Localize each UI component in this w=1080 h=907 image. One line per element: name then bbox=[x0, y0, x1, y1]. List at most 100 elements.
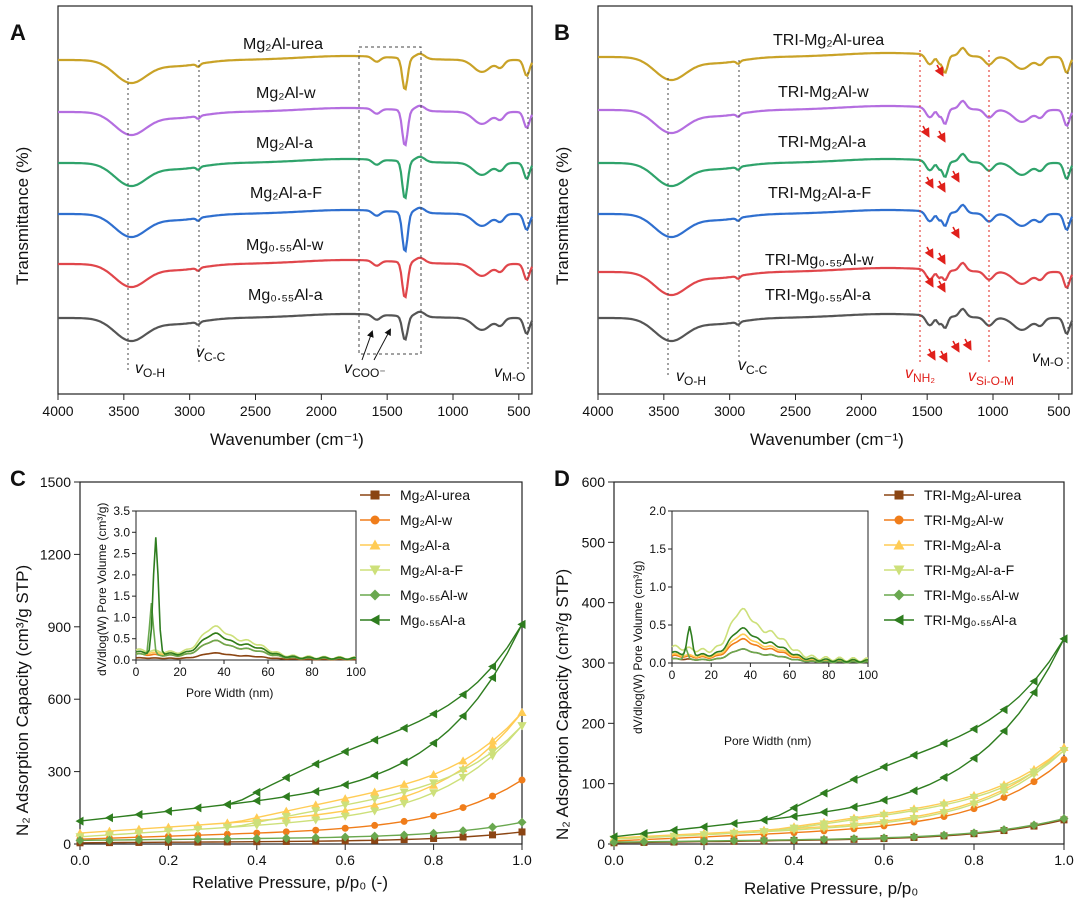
red-arrow bbox=[924, 246, 934, 259]
data-point bbox=[893, 589, 905, 601]
data-point bbox=[282, 828, 290, 836]
x-tick-label: 0.0 bbox=[604, 852, 624, 868]
data-point bbox=[669, 836, 679, 846]
ann-a-vcoo: vCOO⁻ bbox=[344, 360, 386, 380]
data-point bbox=[370, 735, 379, 745]
ann-b-voh: vO-H bbox=[676, 368, 706, 388]
inset-x-tick-label: 0 bbox=[133, 665, 140, 679]
data-point bbox=[163, 827, 173, 836]
data-point bbox=[999, 726, 1008, 736]
data-point bbox=[252, 787, 261, 797]
inset-y-tick-label: 1.5 bbox=[649, 542, 666, 556]
red-arrow bbox=[936, 180, 946, 193]
data-point bbox=[369, 589, 381, 601]
data-point bbox=[311, 833, 321, 843]
axis-d-x-title: Relative Pressure, p/p₀ bbox=[744, 879, 918, 898]
data-point bbox=[370, 800, 380, 809]
data-point bbox=[311, 807, 321, 816]
panel-a: A 4000 3500 3000 2500 2000 1500 1000 500 Mg₂Al-… bbox=[10, 5, 534, 449]
ann-b-vmo: vM-O bbox=[1032, 349, 1063, 369]
red-arrow bbox=[962, 338, 972, 351]
data-point bbox=[819, 824, 829, 833]
label-a-mga: Mg₀.₅₅Al-a bbox=[248, 287, 323, 304]
spectrum-line-aF bbox=[58, 206, 534, 253]
data-point bbox=[222, 834, 232, 844]
data-point bbox=[281, 792, 290, 802]
data-point bbox=[104, 835, 114, 845]
data-point bbox=[399, 779, 409, 788]
x-tick-label: 500 bbox=[507, 403, 531, 419]
panel-a-frame bbox=[57, 5, 533, 395]
data-point bbox=[999, 783, 1009, 792]
y-tick-label: 400 bbox=[582, 595, 606, 611]
data-point bbox=[399, 830, 409, 840]
data-point bbox=[849, 774, 858, 784]
data-point bbox=[893, 614, 904, 626]
data-point bbox=[939, 738, 948, 748]
data-point bbox=[939, 772, 948, 782]
y-tick-label: 100 bbox=[582, 776, 606, 792]
data-point bbox=[222, 799, 231, 809]
data-point bbox=[894, 490, 904, 500]
data-point bbox=[699, 836, 709, 846]
red-arrow bbox=[936, 252, 946, 265]
data-point bbox=[104, 813, 113, 823]
adsorption-line bbox=[613, 746, 1065, 839]
y-tick-label: 300 bbox=[582, 655, 606, 671]
panel-b-spectra bbox=[598, 46, 1074, 343]
data-point bbox=[370, 770, 379, 780]
data-point bbox=[517, 817, 527, 827]
spectrum-line-mga bbox=[58, 310, 534, 343]
data-point bbox=[281, 813, 291, 822]
data-point bbox=[999, 825, 1009, 835]
inset-d-y-title: dV/dlog(W) Pore Volume (cm³/g) bbox=[631, 561, 645, 734]
x-tick-label: 1.0 bbox=[1054, 852, 1074, 868]
data-point bbox=[1059, 814, 1069, 824]
data-point bbox=[849, 834, 859, 844]
data-point bbox=[253, 829, 261, 837]
data-point bbox=[488, 748, 498, 757]
nh2-arrow-markers bbox=[920, 64, 972, 363]
x-tick-label: 0.8 bbox=[964, 852, 984, 868]
data-point bbox=[341, 824, 349, 832]
data-point bbox=[252, 818, 262, 827]
data-point bbox=[312, 826, 320, 834]
red-arrow bbox=[936, 130, 946, 143]
data-point bbox=[311, 759, 320, 769]
ann-b-vnh2: vNH₂ bbox=[905, 365, 935, 385]
x-tick-label: 1500 bbox=[912, 403, 943, 419]
y-tick-label: 1500 bbox=[40, 474, 71, 490]
inset-x-tick-label: 0 bbox=[669, 668, 676, 682]
panel-b-x-ticks: 4000 3500 3000 2500 2000 1500 1000 500 bbox=[582, 394, 1071, 419]
inset-x-tick-label: 80 bbox=[822, 668, 836, 682]
red-arrow bbox=[938, 350, 948, 363]
data-point bbox=[430, 834, 438, 842]
y-tick-label: 300 bbox=[48, 764, 72, 780]
panel-b: B 4000 3500 3000 2500 2000 1500 1000 500 TRI-Mg… bbox=[553, 5, 1074, 449]
panel-c-inset: 0 20 40 60 80 100 0.0 0.5 1.0 1.5 2.0 2.5 3.0 3.5 bbox=[113, 504, 366, 679]
data-point bbox=[429, 828, 439, 838]
data-point bbox=[370, 490, 380, 500]
data-point bbox=[1060, 756, 1068, 764]
data-point bbox=[969, 724, 978, 734]
panel-c-inset-frame bbox=[135, 510, 357, 661]
label-a-urea: Mg₂Al-urea bbox=[243, 36, 323, 53]
adsorption-line bbox=[79, 831, 523, 844]
inset-psd-line bbox=[135, 537, 356, 661]
data-point bbox=[893, 539, 905, 550]
data-point bbox=[789, 803, 798, 813]
panel-a-x-ticks: 4000 3500 3000 2500 2000 1500 1000 500 bbox=[42, 394, 531, 419]
adsorption-line bbox=[79, 779, 523, 840]
data-point bbox=[969, 793, 979, 802]
x-tick-label: 0.2 bbox=[159, 852, 179, 868]
data-point bbox=[517, 722, 527, 731]
data-point bbox=[729, 829, 739, 838]
data-point bbox=[669, 825, 678, 835]
label-b-a: TRI-Mg₂Al-a bbox=[778, 134, 866, 151]
data-point bbox=[459, 833, 467, 841]
label-b-mgw: TRI-Mg₀.₅₅Al-w bbox=[765, 252, 874, 269]
red-arrow bbox=[934, 64, 944, 77]
panel-d-inset-frame bbox=[671, 510, 869, 664]
data-point bbox=[879, 795, 888, 805]
